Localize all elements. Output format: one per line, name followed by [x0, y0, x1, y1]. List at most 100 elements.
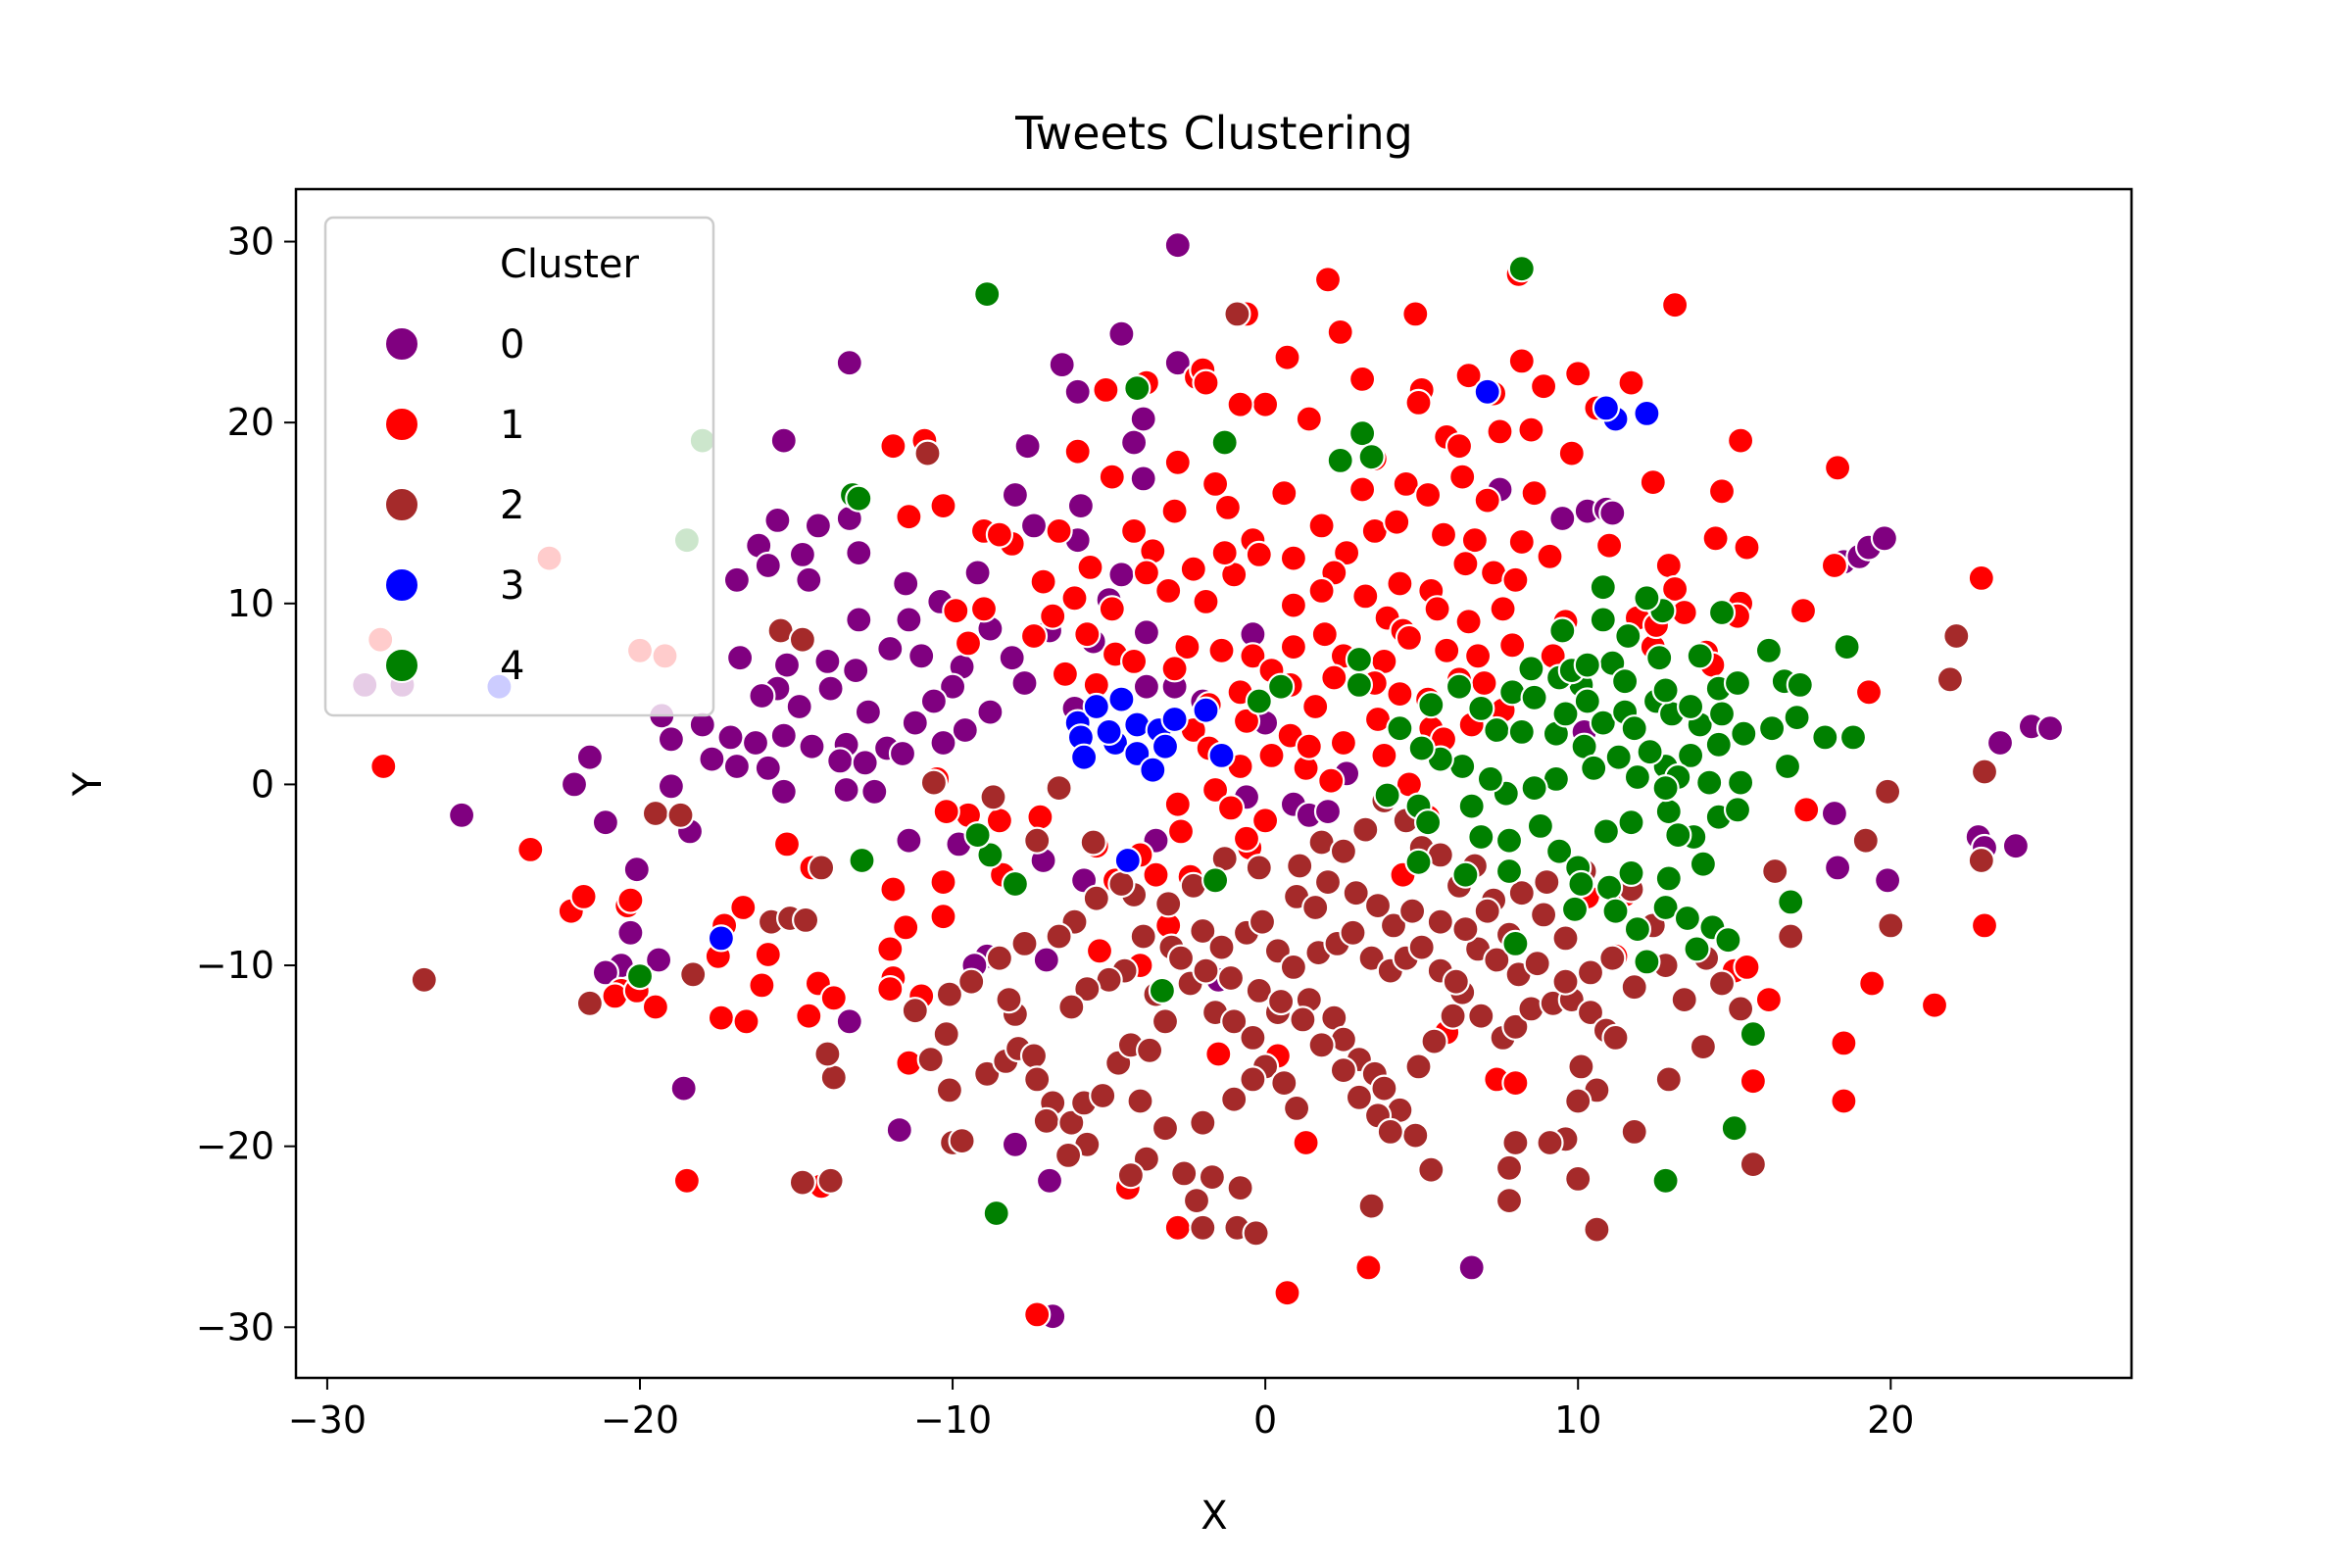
data-point: [1163, 448, 1192, 476]
data-point: [1589, 573, 1617, 602]
data-point: [1301, 893, 1330, 922]
data-point: [716, 723, 745, 752]
data-point: [1454, 608, 1483, 636]
data-point: [895, 606, 923, 634]
data-point: [1279, 632, 1308, 662]
data-point: [1373, 781, 1401, 809]
data-point: [888, 739, 917, 768]
data-point: [1116, 1161, 1146, 1190]
data-point: [1920, 991, 1949, 1019]
data-point: [1082, 884, 1110, 912]
data-point: [785, 692, 813, 721]
data-point: [641, 993, 670, 1021]
data-point: [929, 728, 957, 758]
data-point: [795, 565, 823, 594]
data-point: [1354, 1253, 1383, 1282]
data-point: [1483, 715, 1511, 745]
data-point: [1379, 911, 1408, 940]
data-point: [1250, 807, 1280, 835]
data-points: [351, 231, 2065, 1331]
data-point: [1660, 291, 1690, 319]
x-tick-label: 20: [1867, 1398, 1914, 1442]
data-point: [1494, 1153, 1524, 1182]
data-point: [1426, 907, 1454, 936]
data-point: [998, 644, 1026, 672]
data-point: [1451, 860, 1480, 889]
data-point: [1151, 732, 1180, 760]
data-point: [1163, 1213, 1192, 1242]
data-point: [1119, 428, 1149, 457]
data-point: [835, 349, 863, 377]
data-point: [845, 606, 873, 634]
data-point: [1270, 1068, 1298, 1098]
data-point: [1192, 956, 1220, 985]
data-point: [1166, 944, 1196, 972]
data-point: [1726, 426, 1755, 455]
data-point: [1313, 867, 1343, 897]
legend-marker: [384, 407, 419, 442]
data-point: [1670, 985, 1698, 1014]
data-point: [1645, 644, 1674, 672]
data-point: [851, 749, 879, 777]
data-point: [1723, 796, 1752, 824]
data-point: [1786, 670, 1814, 700]
data-point: [1386, 679, 1414, 709]
data-point: [1451, 550, 1480, 578]
data-point: [1348, 365, 1377, 393]
data-point: [1404, 848, 1433, 876]
data-point: [1376, 1117, 1404, 1147]
data-point: [1307, 576, 1336, 606]
data-point: [1877, 911, 1905, 940]
data-point: [885, 1115, 913, 1145]
data-point: [1620, 714, 1648, 743]
data-point: [942, 597, 970, 625]
data-point: [1407, 933, 1436, 961]
y-tick-label: 0: [251, 762, 274, 806]
data-point: [1189, 1108, 1217, 1137]
legend-label: 0: [500, 322, 524, 368]
data-point: [876, 634, 905, 663]
y-tick-label: −30: [196, 1305, 274, 1348]
data-point: [1098, 595, 1126, 623]
data-point: [754, 754, 782, 782]
data-point: [1370, 1074, 1398, 1102]
data-point: [1019, 1042, 1049, 1070]
legend-marker: [384, 487, 419, 522]
data-point: [1019, 512, 1049, 540]
data-point: [1192, 368, 1220, 397]
data-point: [1754, 985, 1784, 1014]
data-point: [1551, 967, 1580, 996]
data-point: [1242, 1219, 1270, 1248]
data-point: [1873, 777, 1902, 806]
data-point: [1273, 1279, 1301, 1307]
data-point: [1673, 904, 1702, 933]
data-point: [1820, 799, 1849, 828]
data-point: [1489, 595, 1517, 623]
data-point: [892, 913, 920, 942]
data-point: [1654, 551, 1683, 580]
data-point: [1310, 620, 1339, 649]
data-point: [913, 439, 942, 467]
data-point: [813, 647, 842, 676]
data-point: [1457, 1253, 1486, 1282]
data-point: [748, 681, 776, 710]
data-point: [1307, 512, 1336, 540]
data-point: [1179, 555, 1207, 583]
data-point: [1348, 419, 1377, 448]
data-point: [1160, 705, 1189, 734]
data-point: [672, 1166, 702, 1195]
data-point: [1520, 683, 1548, 711]
data-point: [616, 886, 645, 914]
data-point: [1467, 822, 1495, 852]
data-point: [901, 997, 929, 1025]
data-point: [1239, 1023, 1267, 1053]
data-point: [1660, 574, 1690, 604]
data-point: [1370, 741, 1398, 770]
data-point: [1970, 911, 1999, 940]
data-point: [1417, 691, 1446, 719]
data-point: [1010, 668, 1039, 698]
data-point: [1610, 667, 1640, 696]
data-point: [1245, 976, 1273, 1005]
data-point: [1279, 591, 1308, 619]
data-point: [963, 820, 992, 850]
